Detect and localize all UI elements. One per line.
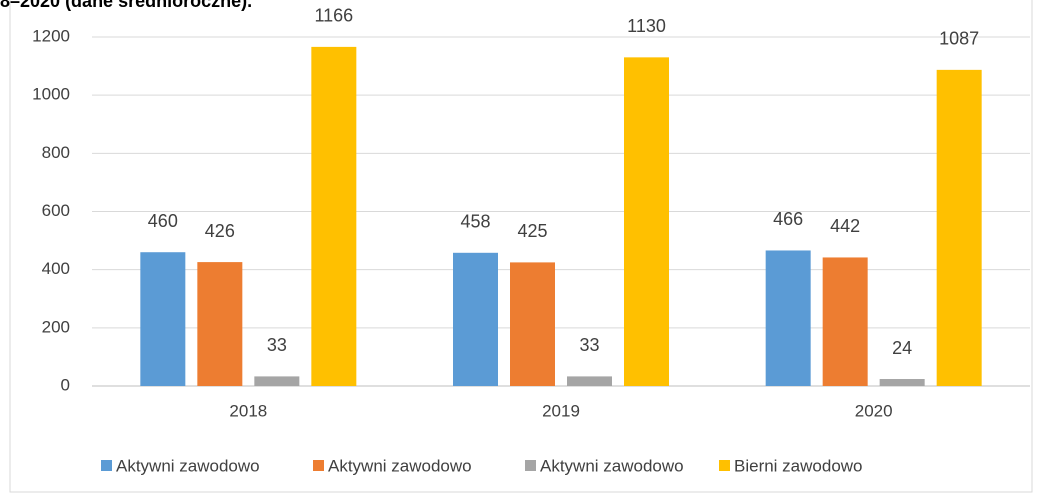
- data-label: 33: [579, 335, 599, 355]
- x-tick-label: 2019: [542, 401, 580, 420]
- x-tick-label: 2018: [229, 401, 267, 420]
- bar: [822, 257, 868, 386]
- y-tick-label: 0: [61, 375, 70, 394]
- y-tick-label: 1200: [32, 26, 70, 45]
- chart-border: [9, 0, 1033, 493]
- data-label: 426: [205, 221, 235, 241]
- y-tick-label: 400: [42, 259, 70, 278]
- legend-swatch: [719, 460, 730, 471]
- y-tick-label: 800: [42, 143, 70, 162]
- bar: [197, 262, 243, 386]
- data-label: 425: [517, 221, 547, 241]
- bar: [510, 262, 555, 386]
- bar: [567, 376, 612, 386]
- bar: [936, 69, 982, 386]
- data-label: 458: [460, 212, 490, 232]
- bar: [311, 46, 357, 386]
- data-label: 1130: [627, 16, 666, 36]
- legend-label: Bierni zawodowo: [734, 456, 863, 475]
- data-label: 442: [830, 216, 860, 236]
- y-tick-label: 200: [42, 317, 70, 336]
- bar: [765, 250, 811, 386]
- legend-swatch: [313, 460, 324, 471]
- bar: [254, 376, 300, 386]
- x-tick-label: 2020: [855, 401, 893, 420]
- legend-label: Aktywni zawodowo: [116, 456, 260, 475]
- data-label: 466: [773, 209, 803, 229]
- data-label: 460: [148, 211, 178, 231]
- bar: [453, 252, 498, 386]
- legend-label: Aktywni zawodowo: [328, 456, 472, 475]
- data-label: 24: [892, 338, 912, 358]
- data-label: 1087: [939, 29, 979, 49]
- legend-swatch: [101, 460, 112, 471]
- legend-swatch: [525, 460, 536, 471]
- data-label: 1166: [314, 6, 353, 26]
- y-tick-label: 600: [42, 201, 70, 220]
- chart-title: 8–2020 (dane średnioroczne).: [0, 0, 252, 11]
- bar: [140, 252, 186, 386]
- y-tick-label: 1000: [32, 85, 70, 104]
- bar: [624, 57, 669, 386]
- legend-label: Aktywni zawodowo: [540, 456, 684, 475]
- data-label: 33: [267, 335, 287, 355]
- bar: [879, 379, 925, 386]
